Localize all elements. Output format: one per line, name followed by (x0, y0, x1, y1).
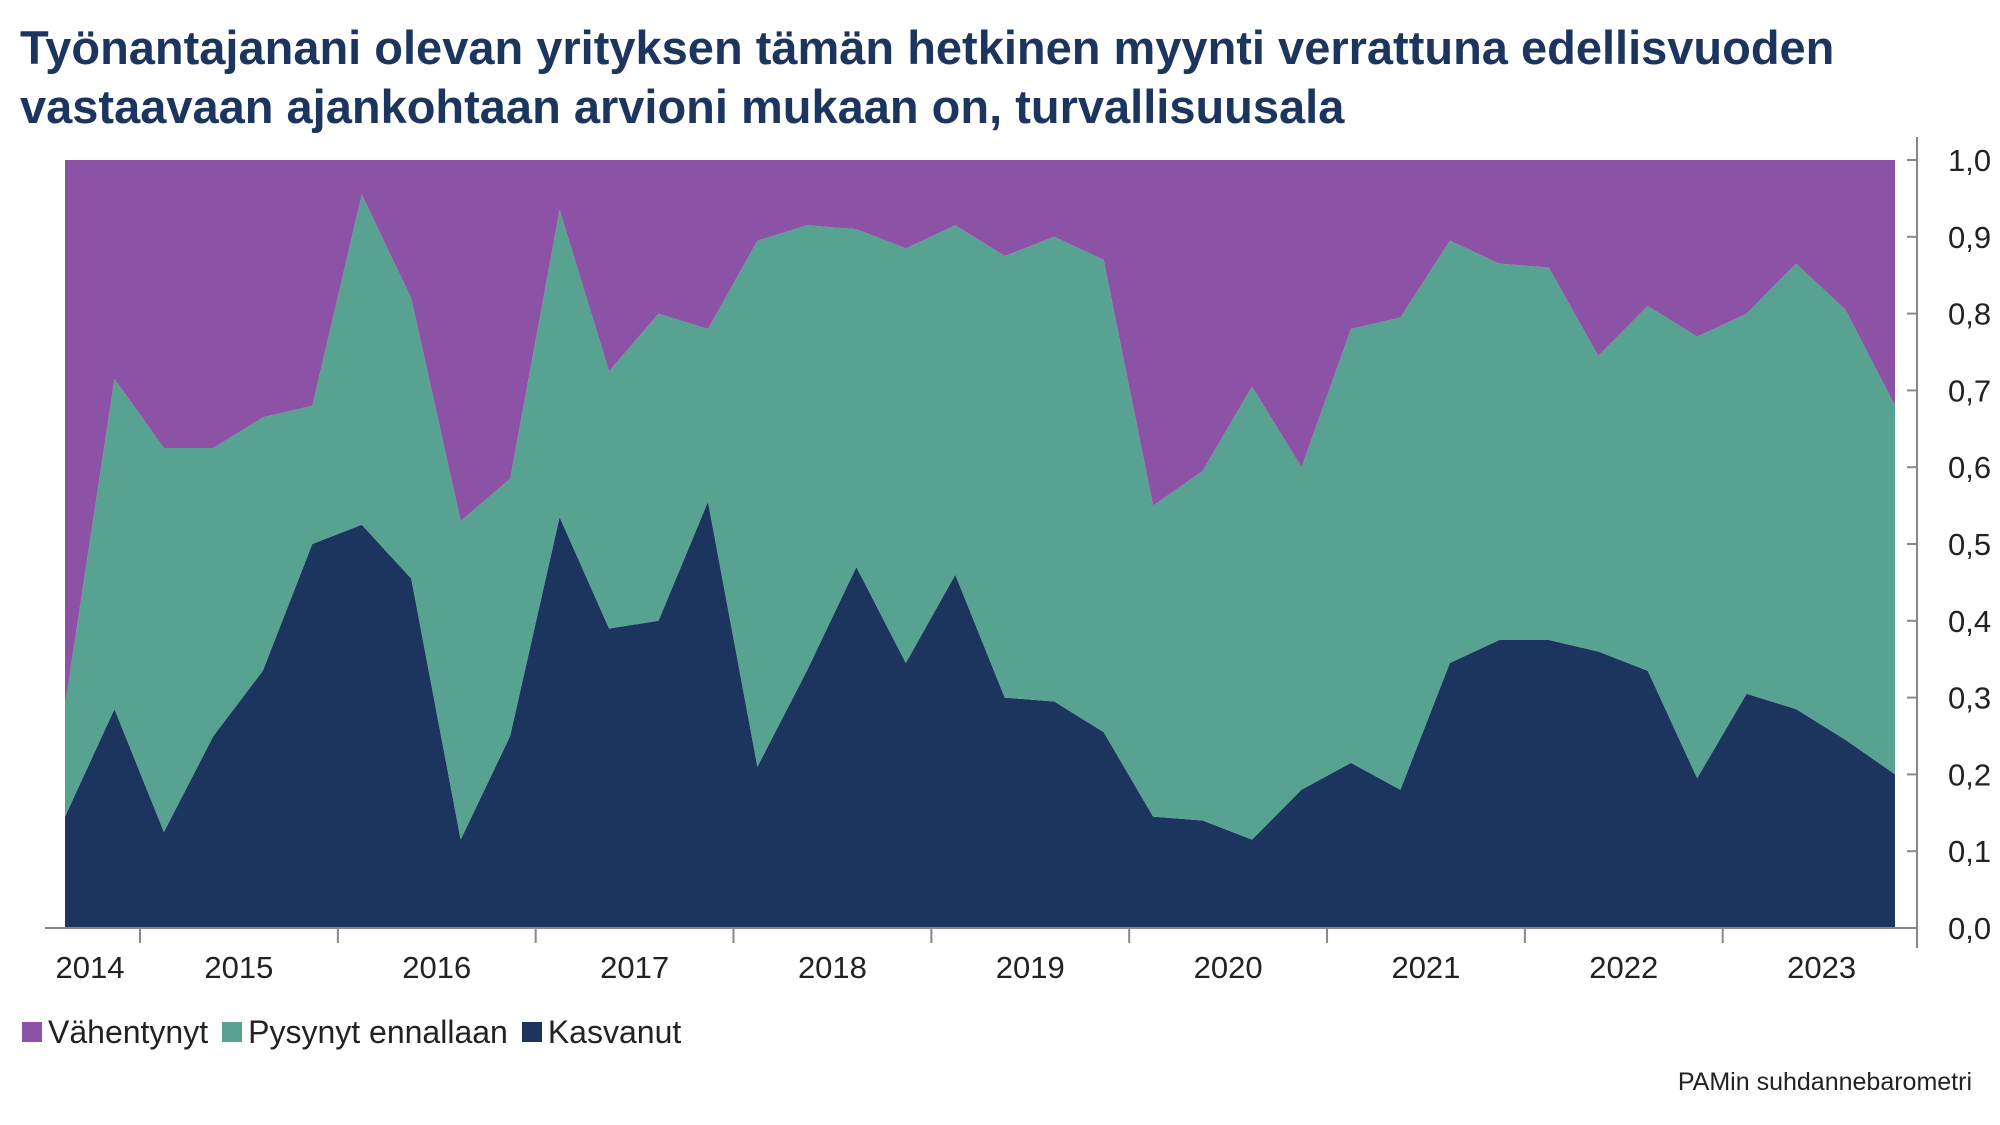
area-series-kasvanut (65, 501, 1895, 928)
y-tick-label: 0,3 (1948, 681, 1991, 716)
legend: Vähentynyt Pysynyt ennallaan Kasvanut (22, 1012, 695, 1052)
legend-swatch-kasvanut (521, 1022, 542, 1042)
x-tick-label: 2021 (1391, 950, 1460, 985)
y-tick-label: 0,1 (1948, 834, 1991, 869)
chart-title-line-2: vastaavaan ajankohtaan arvioni mukaan on… (20, 80, 1345, 133)
x-tick-label: 2017 (600, 950, 669, 985)
chart-title: Työnantajanani olevan yrityksen tämän he… (20, 18, 1980, 136)
legend-label-kasvanut: Kasvanut (547, 1013, 682, 1050)
x-tick-label: 2015 (204, 950, 273, 985)
legend-label-vahentynyt: Vähentynyt (48, 1013, 209, 1050)
y-tick-label: 0,4 (1948, 604, 1991, 639)
legend-item-pysynyt: Pysynyt ennallaan (222, 1014, 508, 1051)
x-tick-label: 2019 (996, 950, 1065, 985)
x-tick-label: 2022 (1589, 950, 1658, 985)
legend-label-pysynyt: Pysynyt ennallaan (248, 1013, 508, 1050)
y-tick-label: 0,2 (1948, 757, 1991, 792)
source-note: PAMin suhdannebarometri (1677, 1068, 1972, 1096)
legend-item-vahentynyt: Vähentynyt (22, 1014, 208, 1051)
y-tick-label: 0,0 (1948, 911, 1991, 946)
x-tick-label: 2020 (1194, 950, 1263, 985)
area-series-pysynyt (65, 194, 1895, 840)
y-tick-label: 1,0 (1948, 143, 1991, 178)
legend-item-kasvanut: Kasvanut (521, 1013, 682, 1051)
x-tick-label: 2018 (798, 950, 867, 985)
x-tick-label: 2023 (1787, 950, 1856, 985)
legend-swatch-pysynyt (222, 1022, 243, 1042)
y-tick-label: 0,8 (1948, 297, 1991, 332)
area-series-vahentynyt (65, 160, 1895, 706)
legend-swatch-vahentynyt (22, 1022, 42, 1042)
y-tick-label: 0,9 (1948, 220, 1991, 255)
y-tick-label: 0,6 (1948, 450, 1991, 485)
y-tick-label: 0,5 (1948, 527, 1991, 562)
x-tick-label: 2016 (402, 950, 471, 985)
y-tick-label: 0,7 (1948, 373, 1991, 408)
x-tick-label: 2014 (56, 950, 125, 985)
chart-title-line-1: Työnantajanani olevan yrityksen tämän he… (20, 21, 1835, 74)
